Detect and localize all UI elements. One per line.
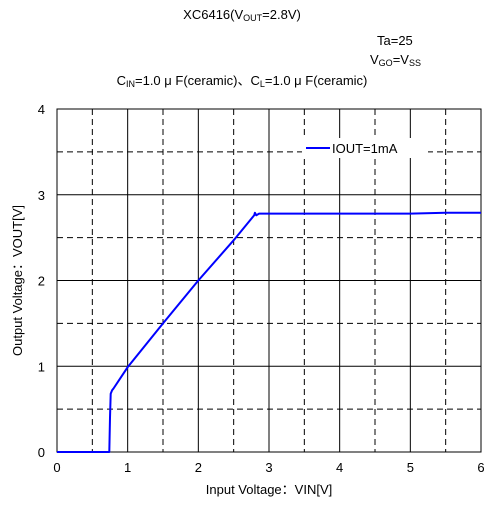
x-tick-labels: 0 1 2 3 4 5 6 — [53, 460, 484, 475]
y-tick-label: 3 — [38, 188, 45, 203]
series-layer — [57, 211, 481, 453]
y-tick-labels: 0 1 2 3 4 — [38, 102, 45, 460]
y-tick-label: 4 — [38, 102, 45, 117]
capacitor-condition-note: CIN=1.0 μ F(ceramic)、CL=1.0 μ F(ceramic) — [116, 73, 368, 89]
legend: IOUT=1mA — [302, 138, 428, 158]
x-tick-label: 1 — [124, 460, 131, 475]
x-tick-label: 4 — [336, 460, 343, 475]
x-tick-label: 2 — [195, 460, 202, 475]
y-axis-label: Output Voltage：VOUT[V] — [10, 205, 25, 356]
major-grid — [57, 109, 481, 452]
y-tick-label: 2 — [38, 274, 45, 289]
ambient-temperature-note: Ta=25 — [377, 33, 413, 48]
vgo-condition-note: VGO=VSS — [370, 52, 421, 68]
series-line — [57, 211, 481, 453]
plot-frame — [56, 108, 482, 453]
x-tick-label: 0 — [53, 460, 60, 475]
y-tick-label: 1 — [38, 359, 45, 374]
legend-label: IOUT=1mA — [332, 141, 398, 156]
chart-title: XC6416(VOUT=2.8V) — [183, 7, 301, 23]
x-tick-label: 6 — [477, 460, 484, 475]
x-tick-label: 5 — [407, 460, 414, 475]
x-axis-label: Input Voltage：VIN[V] — [206, 482, 332, 497]
x-tick-label: 3 — [265, 460, 272, 475]
y-tick-label: 0 — [38, 445, 45, 460]
legend-background — [302, 138, 428, 158]
